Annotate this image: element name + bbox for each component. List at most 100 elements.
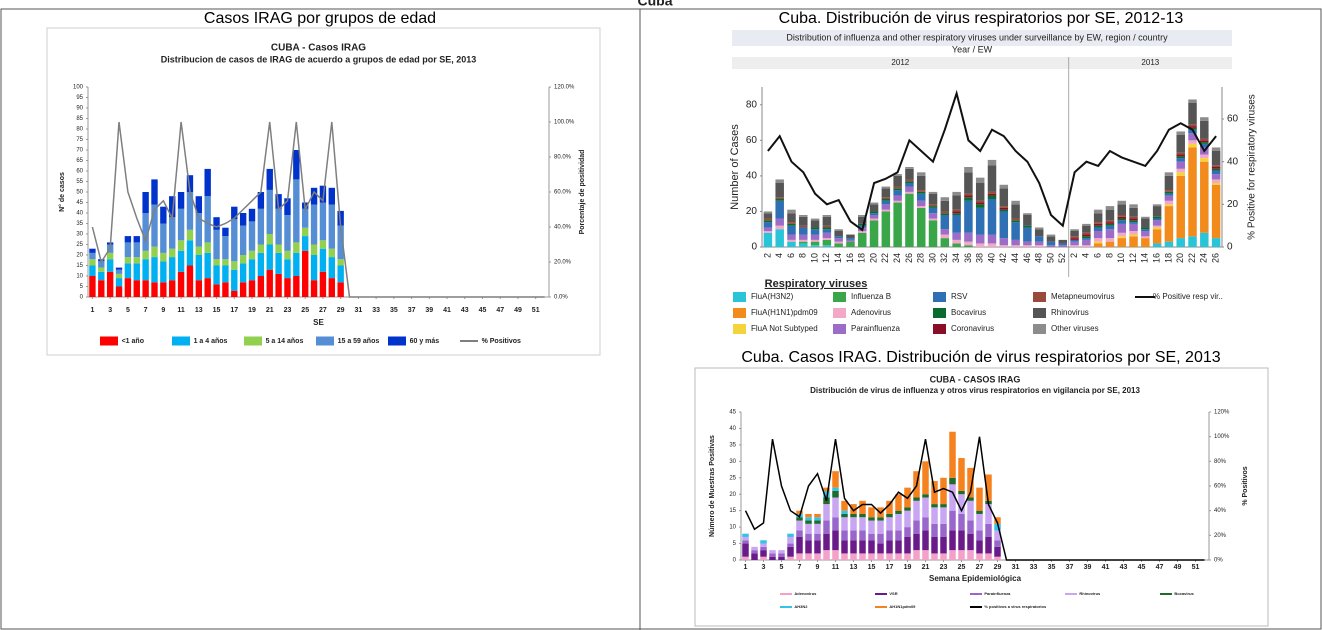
- bar-segment: [1211, 151, 1221, 166]
- bar-segment: [266, 244, 273, 270]
- legend-label: <1 año: [122, 338, 144, 345]
- y-tick-label: 40: [76, 211, 83, 217]
- bar-segment: [1011, 218, 1020, 221]
- bar-segment: [994, 540, 1001, 547]
- bar-segment: [775, 200, 784, 219]
- table-border: [0, 8, 1322, 630]
- y-tick-label: 55: [76, 179, 83, 185]
- bar-segment: [1117, 220, 1126, 224]
- bar-segment: [124, 263, 132, 279]
- legend-swatch: [833, 292, 846, 302]
- bar-segment: [186, 265, 194, 297]
- bar-segment: [922, 517, 929, 531]
- y-tick-label: 0: [751, 242, 757, 253]
- bar-segment: [1152, 204, 1162, 207]
- bar-segment: [834, 243, 843, 247]
- bar-segment: [115, 278, 123, 287]
- bar-segment: [222, 227, 229, 237]
- bar-segment: [987, 199, 997, 235]
- bar-segment: [905, 183, 914, 187]
- bar-segment: [975, 183, 985, 201]
- y-tick-label: 20: [746, 206, 758, 217]
- x-tick-label: 35: [390, 307, 398, 314]
- bar-segment: [999, 209, 1009, 212]
- x-tick-label: 47: [1156, 564, 1164, 571]
- bar-segment: [98, 280, 105, 297]
- bar-segment: [1011, 245, 1020, 247]
- legend-label: Rhinovirus: [1051, 308, 1089, 317]
- bar-segment: [846, 234, 855, 239]
- bar-segment: [142, 280, 149, 297]
- bar-segment: [975, 207, 985, 235]
- legend-swatch: [733, 292, 746, 302]
- bar-segment: [275, 194, 282, 209]
- bar-segment: [913, 520, 920, 534]
- bar-segment: [949, 431, 956, 478]
- bar-segment: [1188, 147, 1197, 237]
- bar-segment: [787, 209, 796, 214]
- bar-segment: [1152, 225, 1162, 228]
- y2-tick-label: 20: [1227, 199, 1239, 210]
- bar-segment: [869, 220, 879, 247]
- y-tick-label: 10: [76, 274, 83, 280]
- legend-swatch: [388, 336, 406, 346]
- bar-segment: [1023, 245, 1032, 247]
- bar-segment: [805, 517, 812, 521]
- legend-label: Metapneumovirus: [1051, 292, 1115, 301]
- bar-segment: [319, 271, 327, 297]
- bar-segment: [1070, 236, 1079, 239]
- bar-segment: [940, 213, 950, 215]
- bar-segment: [787, 543, 794, 547]
- bar-segment: [231, 219, 238, 262]
- bar-segment: [858, 216, 867, 224]
- bar-segment: [1093, 241, 1103, 244]
- y-tick-label: 40: [746, 171, 758, 182]
- y2-tick-label: 0%: [1214, 558, 1223, 564]
- bar-segment: [1188, 140, 1197, 144]
- bar-segment: [284, 259, 291, 279]
- bar-segment: [293, 276, 300, 297]
- bar-segment: [958, 490, 965, 495]
- bar-segment: [151, 257, 158, 283]
- x-tick-label: 7: [144, 307, 148, 314]
- legend-swatch: [1033, 308, 1046, 318]
- bar-segment: [999, 238, 1009, 246]
- bar-segment: [814, 533, 821, 541]
- bar-segment: [1105, 206, 1115, 210]
- bar-segment: [893, 174, 902, 176]
- bar-segment: [895, 553, 902, 560]
- y-tick-label: 5: [733, 541, 737, 547]
- bar-segment: [940, 211, 950, 214]
- chart-subtitle: Distribución de virus de influenza y otr…: [810, 386, 1140, 395]
- bar-segment: [999, 245, 1009, 247]
- bar-segment: [1093, 225, 1103, 228]
- bar-segment: [1188, 236, 1197, 247]
- bar-segment: [142, 259, 149, 281]
- bar-segment: [796, 517, 803, 521]
- x-tick-label: 5: [780, 564, 784, 571]
- x-tick-label: 37: [408, 307, 416, 314]
- subtitle-band: [732, 30, 1232, 46]
- bar-segment: [775, 183, 784, 198]
- bar-segment: [940, 197, 950, 201]
- x-tick-label: 2: [1069, 253, 1079, 258]
- bar-segment: [881, 188, 891, 198]
- bar-segment: [822, 229, 832, 233]
- y-tick-label: 100: [73, 85, 84, 91]
- bar-segment: [814, 520, 821, 524]
- bar-segment: [796, 553, 803, 560]
- bar-segment: [967, 500, 974, 521]
- bar-segment: [124, 278, 132, 297]
- bar-segment: [805, 533, 812, 541]
- bar-segment: [302, 236, 309, 251]
- bar-segment: [1200, 142, 1209, 144]
- bar-segment: [814, 523, 821, 534]
- bar-segment: [1011, 239, 1020, 246]
- bar-segment: [1188, 143, 1197, 148]
- bar-segment: [822, 215, 832, 217]
- bar-segment: [940, 215, 950, 230]
- legend-label: Rhinovirus: [1079, 591, 1101, 596]
- bar-segment: [881, 200, 891, 205]
- bar-segment: [1141, 216, 1150, 219]
- bar-segment: [858, 215, 867, 217]
